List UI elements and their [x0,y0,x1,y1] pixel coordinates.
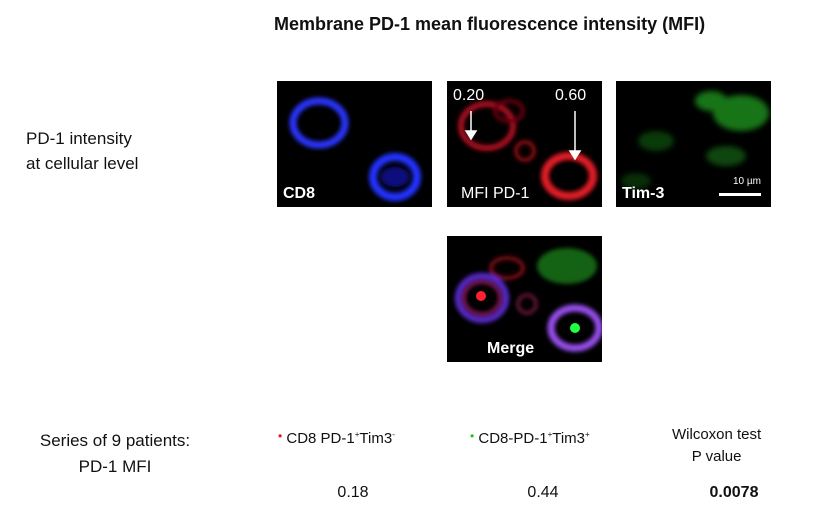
tim3-label: Tim-3 [622,185,665,202]
mfi-pd1-label: MFI PD-1 [461,185,530,202]
col1-sup-b: - [392,430,395,439]
series-line2: PD-1 MFI [78,457,152,476]
col1-head-text: CD8 PD-1 [286,430,355,447]
col3-header: Wilcoxon test P value [672,424,761,468]
cellular-level-line2: at cellular level [26,154,139,173]
scale-bar [719,193,761,196]
col1-value: 0.18 [337,484,369,501]
mfi-pd1-image-panel: 0.20 0.60 MFI PD-1 [447,81,602,207]
col1-sup-a: + [354,430,360,439]
col2-head-text: CD8-PD-1 [478,430,548,447]
scale-bar-label: 10 µm [733,176,761,187]
col3-value: 0.0078 [709,484,759,501]
mfi-right-value: 0.60 [555,87,587,104]
mfi-left-value: 0.20 [453,87,485,104]
col2-sup-b: + [585,430,590,439]
merge-micrograph [455,248,602,352]
cd8-label: CD8 [283,185,316,202]
cd8-micrograph [289,97,421,201]
merge-image-panel: Merge [447,236,602,362]
mfi-pd1-micrograph [458,99,597,200]
tim3-micrograph [621,91,769,189]
figure-title: Membrane PD-1 mean fluorescence intensit… [274,14,706,34]
tim3-image-panel: 10 µm Tim-3 [616,81,771,207]
col1-mid: Tim3 [359,430,393,447]
col2-mid: Tim3 [552,430,586,447]
col3-head-line2: P value [691,448,742,465]
cellular-level-line1: PD-1 intensity [26,129,132,148]
col3-head-line1: Wilcoxon test [672,426,762,443]
col2-header: • CD8-PD-1+Tim3+ [470,424,590,450]
cellular-level-label: PD-1 intensity at cellular level [26,126,138,176]
merge-label: Merge [487,340,535,357]
col2-sup-a: + [547,430,553,439]
series-line1: Series of 9 patients: [39,431,191,450]
col1-header: • CD8 PD-1+Tim3- [278,424,395,450]
cd8-image-panel: CD8 [277,81,432,207]
series-row-label: Series of 9 patients: PD-1 MFI [10,428,220,480]
red-dot-icon: • [278,429,283,443]
col2-value: 0.44 [527,484,559,501]
green-dot-icon: • [470,429,475,443]
